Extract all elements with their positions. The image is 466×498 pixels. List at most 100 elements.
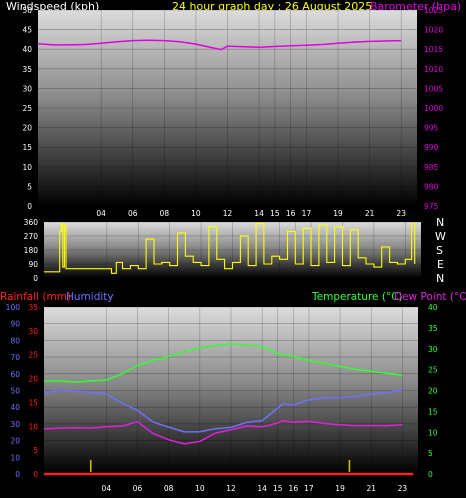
humidity-tick-label: 60 xyxy=(10,370,20,379)
barometer-tick-label: 985 xyxy=(424,163,439,172)
panel-3-hour-labels: 04 06 08 10 12 14 15 16 17 19 21 23 xyxy=(102,484,408,493)
hour-tick-label: 21 xyxy=(365,209,375,218)
hour-tick-label: 06 xyxy=(128,209,138,218)
rainfall-tick-label: 30 xyxy=(28,327,38,336)
hour-tick-label: 14 xyxy=(254,209,264,218)
hour-tick-label: 21 xyxy=(366,484,376,493)
compass-label-w: W xyxy=(435,230,446,243)
windspeed-tick-label: 0 xyxy=(27,202,32,211)
rainfall-tick-label: 25 xyxy=(28,351,38,360)
hour-tick-label: 15 xyxy=(270,209,280,218)
hour-tick-label: 12 xyxy=(226,484,236,493)
humidity-tick-label: 80 xyxy=(10,336,20,345)
temperature-axis: 0 5 10 15 20 25 30 35 40 xyxy=(428,303,438,479)
barometer-tick-label: 1005 xyxy=(424,84,443,93)
barometer-title: Barometer (hpa) xyxy=(370,0,461,13)
rainfall-tick-label: 20 xyxy=(28,375,38,384)
panel-wind-direction: 0 90 180 270 360 N W S E N xyxy=(24,216,446,285)
dewpoint-title: Dew Point (°C) xyxy=(394,291,466,303)
barometer-tick-label: 1025 xyxy=(424,6,443,15)
direction-tick-label: 180 xyxy=(24,246,39,255)
compass-label-n: N xyxy=(436,216,444,229)
panel-1-hour-labels: 04 06 08 10 12 14 15 16 17 19 21 23 xyxy=(96,209,406,218)
barometer-tick-label: 1010 xyxy=(424,65,443,74)
temperature-line xyxy=(43,342,403,383)
humidity-tick-label: 100 xyxy=(6,303,21,312)
temperature-tick-label: 25 xyxy=(428,366,438,375)
humidity-title: Humidity xyxy=(66,291,114,303)
panel-3-series xyxy=(43,342,414,476)
hour-tick-label: 12 xyxy=(223,209,233,218)
humidity-tick-label: 70 xyxy=(10,353,20,362)
direction-tick-label: 0 xyxy=(33,274,38,283)
windspeed-tick-label: 5 xyxy=(27,182,32,191)
wind-direction-series xyxy=(44,223,416,274)
hour-tick-label: 08 xyxy=(160,209,170,218)
barometer-series xyxy=(37,39,402,51)
barometer-tick-label: 975 xyxy=(424,202,439,211)
humidity-tick-label: 10 xyxy=(10,453,20,462)
windspeed-axis: 0 5 10 15 20 25 30 35 40 45 50 xyxy=(22,6,32,211)
windspeed-tick-label: 50 xyxy=(22,6,32,15)
hour-tick-label: 10 xyxy=(191,209,201,218)
temperature-tick-label: 5 xyxy=(428,449,433,458)
panel-3-background xyxy=(44,307,418,474)
compass-label-n2: N xyxy=(436,272,444,285)
compass-label-s: S xyxy=(436,244,443,257)
rainfall-tick-label: 5 xyxy=(33,446,38,455)
hour-tick-label: 06 xyxy=(133,484,143,493)
rainfall-tick-label: 0 xyxy=(33,470,38,479)
wind-direction-line xyxy=(44,223,416,274)
temperature-tick-label: 10 xyxy=(428,428,438,437)
barometer-tick-label: 1015 xyxy=(424,45,443,54)
windspeed-tick-label: 25 xyxy=(22,104,32,113)
humidity-tick-label: 0 xyxy=(15,470,20,479)
temperature-tick-label: 35 xyxy=(428,324,438,333)
barometer-tick-label: 1000 xyxy=(424,104,443,113)
direction-tick-label: 360 xyxy=(24,218,39,227)
humidity-tick-label: 50 xyxy=(10,387,20,396)
humidity-tick-label: 40 xyxy=(10,403,20,412)
humidity-tick-label: 20 xyxy=(10,437,20,446)
windspeed-tick-label: 35 xyxy=(22,65,32,74)
hour-tick-label: 10 xyxy=(195,484,205,493)
windspeed-tick-label: 10 xyxy=(22,163,32,172)
rainfall-tick-label: 35 xyxy=(28,303,38,312)
temperature-tick-label: 15 xyxy=(428,407,438,416)
windspeed-tick-label: 45 xyxy=(22,26,32,35)
hour-tick-label: 16 xyxy=(286,209,296,218)
hour-tick-label: 23 xyxy=(398,484,408,493)
panel-1-grid xyxy=(38,9,417,207)
barometer-tick-label: 990 xyxy=(424,143,439,152)
temperature-tick-label: 30 xyxy=(428,345,438,354)
temperature-title: Temperature (°C) xyxy=(311,291,403,303)
rainfall-tick-label: 15 xyxy=(28,398,38,407)
hour-tick-label: 04 xyxy=(96,209,106,218)
hour-tick-label: 19 xyxy=(335,484,345,493)
hour-tick-label: 04 xyxy=(102,484,112,493)
barometer-tick-label: 980 xyxy=(424,182,439,191)
humidity-axis: 0 10 20 30 40 50 60 70 80 90 100 xyxy=(6,303,21,479)
humidity-line xyxy=(43,389,403,433)
temperature-tick-label: 40 xyxy=(428,303,438,312)
barometer-axis: 975 980 985 990 995 1000 1005 1010 1015 1020 1025 xyxy=(424,6,443,211)
hour-tick-label: 23 xyxy=(396,209,406,218)
humidity-tick-label: 30 xyxy=(10,420,20,429)
hour-tick-label: 16 xyxy=(289,484,299,493)
windspeed-title: Windspeed (kph) xyxy=(6,0,99,13)
hour-tick-label: 19 xyxy=(333,209,343,218)
hour-tick-label: 17 xyxy=(304,484,314,493)
windspeed-tick-label: 30 xyxy=(22,84,32,93)
temperature-tick-label: 0 xyxy=(428,470,433,479)
direction-tick-label: 270 xyxy=(24,232,39,241)
panel-temperature-humidity: 0 10 20 30 40 50 60 70 80 90 100 0 5 10 15 20 25 30 35 0 5… xyxy=(6,303,438,493)
hour-tick-label: 17 xyxy=(302,209,312,218)
barometer-tick-label: 995 xyxy=(424,124,439,133)
rainfall-title: Rainfall (mm) xyxy=(0,291,71,303)
windspeed-tick-label: 40 xyxy=(22,45,32,54)
hour-tick-label: 15 xyxy=(273,484,283,493)
temperature-tick-label: 20 xyxy=(428,387,438,396)
barometer-tick-label: 1020 xyxy=(424,26,443,35)
